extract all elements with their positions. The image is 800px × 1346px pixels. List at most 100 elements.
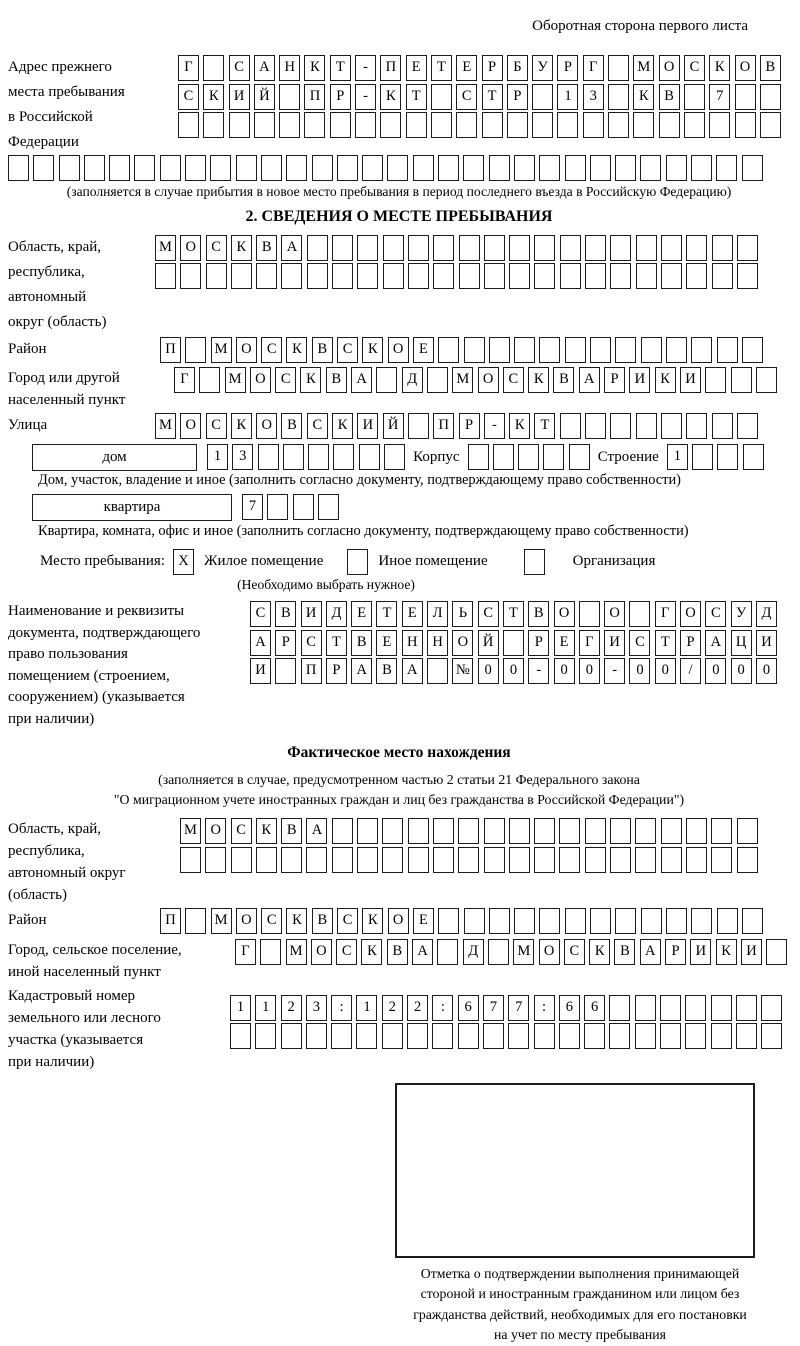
char-cell[interactable]: 0 — [578, 658, 600, 684]
char-cell[interactable]: К — [362, 908, 384, 934]
char-cell[interactable]: 0 — [654, 658, 676, 684]
char-cell[interactable]: С — [205, 234, 227, 261]
char-cell[interactable] — [635, 234, 657, 261]
char-cell[interactable]: С — [178, 83, 199, 110]
char-cell[interactable]: К — [286, 336, 308, 363]
char-cell[interactable] — [426, 367, 448, 393]
char-cell[interactable] — [734, 83, 756, 110]
char-cell[interactable]: С — [456, 83, 478, 110]
char-cell[interactable]: А — [250, 629, 271, 656]
char-cell[interactable] — [509, 234, 531, 261]
char-cell[interactable] — [635, 263, 657, 289]
char-cell[interactable]: С — [250, 601, 271, 627]
char-cell[interactable] — [230, 1023, 251, 1049]
char-cell[interactable] — [615, 336, 637, 363]
char-cell[interactable] — [286, 155, 308, 181]
char-cell[interactable]: 3 — [582, 83, 604, 110]
char-cell[interactable]: Ц — [730, 629, 752, 656]
char-cell[interactable] — [185, 155, 207, 181]
char-cell[interactable] — [332, 234, 354, 261]
char-cell[interactable]: К — [528, 367, 550, 393]
char-cell[interactable]: 2 — [381, 994, 403, 1021]
char-cell[interactable] — [438, 908, 460, 934]
char-cell[interactable]: 0 — [730, 658, 752, 684]
char-cell[interactable] — [534, 234, 556, 261]
char-cell[interactable] — [557, 112, 579, 138]
char-cell[interactable] — [357, 234, 379, 261]
char-cell[interactable] — [559, 846, 581, 873]
char-cell[interactable] — [691, 336, 713, 363]
char-cell[interactable] — [260, 938, 282, 965]
char-cell[interactable]: К — [633, 83, 655, 110]
char-cell[interactable]: 3 — [305, 994, 327, 1021]
char-cell[interactable] — [492, 443, 514, 470]
char-cell[interactable]: С — [228, 55, 250, 81]
char-cell[interactable] — [711, 413, 733, 439]
char-cell[interactable]: Г — [582, 55, 604, 81]
char-cell[interactable] — [405, 112, 427, 138]
char-cell[interactable] — [437, 938, 459, 965]
char-cell[interactable] — [660, 413, 682, 439]
char-cell[interactable] — [589, 155, 611, 181]
char-cell[interactable] — [685, 846, 707, 873]
char-cell[interactable]: 3 — [232, 443, 254, 470]
char-cell[interactable] — [716, 908, 738, 934]
char-cell[interactable] — [761, 1023, 783, 1049]
char-cell[interactable] — [333, 443, 355, 470]
char-cell[interactable] — [514, 908, 536, 934]
char-cell[interactable] — [741, 155, 763, 181]
char-cell[interactable] — [292, 493, 314, 520]
char-cell[interactable] — [585, 413, 607, 439]
char-cell[interactable]: 1 — [207, 443, 228, 470]
char-cell[interactable]: М — [513, 938, 535, 965]
char-cell[interactable]: О — [553, 601, 575, 627]
char-cell[interactable] — [185, 336, 207, 363]
char-cell[interactable] — [280, 1023, 302, 1049]
char-cell[interactable]: И — [629, 367, 651, 393]
char-cell[interactable] — [692, 443, 714, 470]
char-cell[interactable] — [736, 263, 758, 289]
char-cell[interactable]: Т — [329, 55, 351, 81]
char-cell[interactable] — [716, 336, 738, 363]
char-cell[interactable] — [761, 994, 783, 1021]
char-cell[interactable]: 0 — [553, 658, 575, 684]
char-cell[interactable]: Т — [654, 629, 676, 656]
char-cell[interactable]: Р — [528, 629, 550, 656]
char-cell[interactable] — [564, 155, 586, 181]
char-cell[interactable] — [134, 155, 156, 181]
char-cell[interactable] — [329, 112, 351, 138]
char-cell[interactable]: Г — [654, 601, 676, 627]
char-cell[interactable] — [407, 1023, 429, 1049]
char-cell[interactable] — [180, 846, 201, 873]
char-cell[interactable] — [539, 908, 561, 934]
char-cell[interactable] — [382, 846, 404, 873]
char-cell[interactable]: Т — [481, 83, 503, 110]
char-cell[interactable]: А — [578, 367, 600, 393]
char-cell[interactable] — [203, 112, 225, 138]
char-cell[interactable]: К — [255, 818, 277, 844]
char-cell[interactable] — [691, 908, 713, 934]
char-cell[interactable]: Р — [329, 83, 351, 110]
char-cell[interactable] — [716, 155, 738, 181]
char-cell[interactable]: М — [452, 367, 474, 393]
char-cell[interactable]: 1 — [666, 443, 688, 470]
char-cell[interactable]: П — [300, 658, 322, 684]
char-cell[interactable] — [585, 263, 607, 289]
char-cell[interactable] — [306, 263, 328, 289]
char-cell[interactable] — [532, 83, 554, 110]
char-cell[interactable] — [711, 234, 733, 261]
char-cell[interactable]: 0 — [629, 658, 651, 684]
char-cell[interactable]: А — [639, 938, 661, 965]
char-cell[interactable] — [438, 155, 460, 181]
char-cell[interactable]: М — [285, 938, 307, 965]
char-cell[interactable]: С — [563, 938, 585, 965]
char-cell[interactable]: К — [332, 413, 354, 439]
char-cell[interactable]: В — [351, 629, 373, 656]
char-cell[interactable]: Т — [405, 83, 427, 110]
char-cell[interactable] — [635, 818, 657, 844]
char-cell[interactable] — [634, 1023, 656, 1049]
char-cell[interactable]: С — [502, 367, 524, 393]
char-cell[interactable]: Е — [405, 55, 427, 81]
char-cell[interactable] — [534, 818, 556, 844]
char-cell[interactable]: П — [160, 908, 181, 934]
